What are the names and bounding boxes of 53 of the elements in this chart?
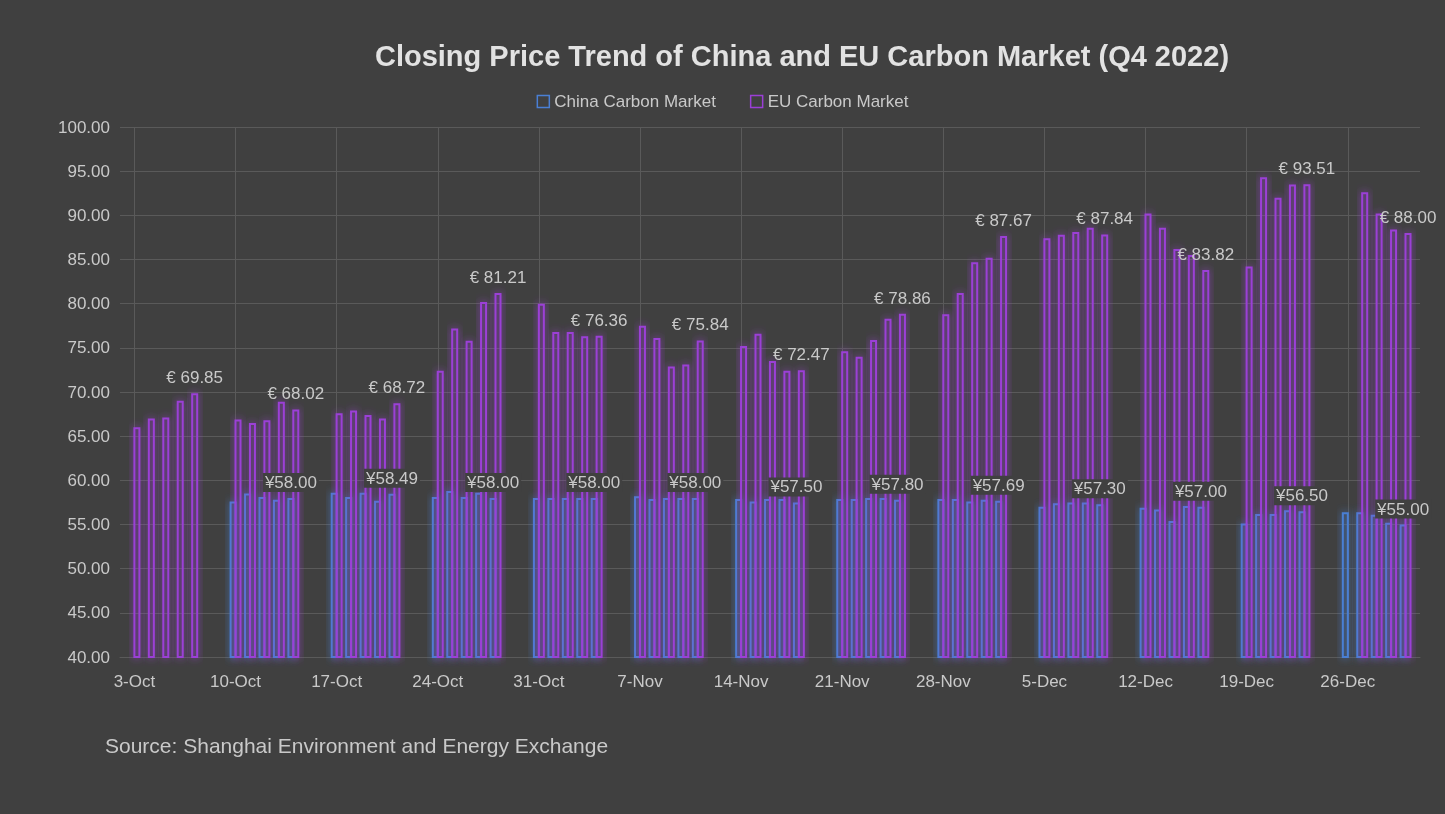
data-label: € 72.47 [772, 345, 830, 365]
data-label: ¥58.00 [263, 473, 317, 492]
data-label: ¥58.49 [364, 468, 418, 488]
data-label: € 81.21 [469, 267, 527, 287]
data-label: € 87.67 [975, 210, 1032, 230]
y-tick-label: 100.00 [58, 117, 110, 137]
data-label: € 76.36 [570, 310, 628, 330]
x-tick-label: 17-Oct [311, 672, 363, 691]
y-tick-label: 55.00 [67, 515, 110, 534]
data-label: € 68.02 [267, 384, 325, 404]
data-label: € 69.85 [166, 368, 224, 388]
chart-title: Closing Price Trend of China and EU Carbon Market (Q4 2022) [374, 39, 1230, 72]
x-tick-label: 10-Oct [210, 672, 262, 691]
data-label: ¥56.50 [1274, 486, 1328, 506]
x-tick-label: 3-Oct [113, 672, 156, 691]
y-tick-label: 60.00 [67, 470, 110, 490]
x-tick-label: 26-Dec [1320, 672, 1376, 691]
y-tick-label: 75.00 [67, 338, 110, 358]
y-tick-label: 95.00 [67, 161, 110, 181]
x-tick-label: 12-Dec [1118, 672, 1174, 691]
y-tick-label: 50.00 [67, 559, 110, 579]
x-tick-label: 5-Dec [1021, 672, 1068, 691]
data-label: € 78.86 [874, 288, 931, 308]
data-label: € 93.51 [1278, 159, 1336, 179]
data-label: ¥55.00 [1376, 499, 1430, 519]
y-tick-label: 85.00 [67, 250, 110, 269]
y-tick-label: 80.00 [67, 294, 110, 314]
y-tick-label: 45.00 [67, 603, 110, 623]
legend-label: EU Carbon Market [767, 92, 909, 111]
x-tick-label: 14-Nov [713, 672, 770, 691]
data-label: € 75.84 [671, 315, 729, 335]
y-tick-label: 65.00 [67, 426, 110, 446]
legend-label: China Carbon Market [554, 92, 717, 111]
x-tick-label: 21-Nov [814, 672, 871, 691]
x-tick-label: 28-Nov [915, 672, 972, 691]
data-label: ¥57.80 [870, 474, 924, 494]
data-label: € 87.84 [1076, 209, 1134, 229]
source-note: Source: Shanghai Environment and Energy Exchange [105, 734, 609, 757]
data-label: ¥57.00 [1173, 481, 1227, 501]
data-label: ¥58.00 [668, 473, 722, 492]
x-tick-label: 7-Nov [617, 672, 664, 691]
data-label: ¥58.00 [567, 473, 621, 492]
x-tick-label: 24-Oct [412, 672, 464, 691]
data-label: ¥58.00 [466, 473, 520, 492]
data-label: ¥57.30 [1072, 479, 1126, 499]
x-tick-label: 19-Dec [1219, 672, 1275, 691]
y-tick-label: 70.00 [67, 382, 110, 402]
data-label: ¥57.50 [769, 477, 823, 497]
y-tick-label: 40.00 [67, 647, 110, 667]
data-label: ¥57.69 [971, 475, 1025, 495]
y-tick-label: 90.00 [67, 205, 110, 225]
data-label: € 68.72 [368, 378, 426, 398]
x-tick-label: 31-Oct [513, 672, 565, 691]
